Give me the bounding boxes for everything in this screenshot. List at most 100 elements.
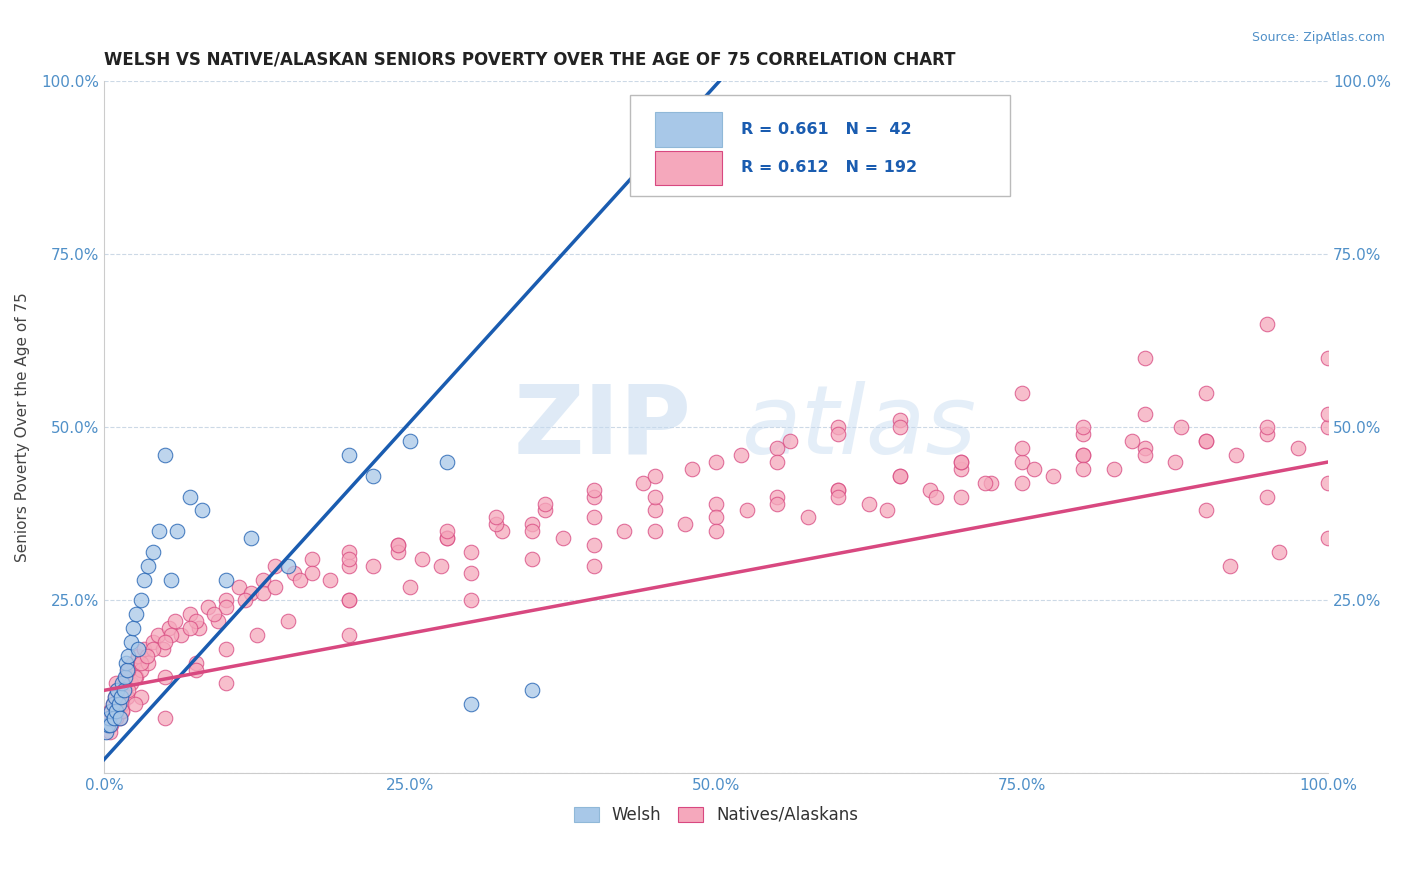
Point [112,676,135,690]
Point [704,496,727,510]
Point [827,427,849,442]
Point [491,524,513,539]
Point [582,558,605,573]
Point [460,566,482,580]
Point [460,593,482,607]
Point [551,531,574,545]
Point [111,704,134,718]
Legend: Welsh, Natives/Alaskans: Welsh, Natives/Alaskans [574,806,859,824]
Point [387,538,409,552]
Point [1071,448,1094,462]
Point [460,545,482,559]
Point [215,600,238,615]
Bar [655,112,723,147]
Point [1219,558,1241,573]
Point [337,628,360,642]
Point [337,448,360,462]
Point [103,711,125,725]
Point [107,697,129,711]
Point [1195,434,1218,449]
Point [1256,490,1278,504]
Point [920,483,942,497]
Point [100,704,122,718]
Point [107,683,129,698]
Point [1011,385,1033,400]
Point [252,586,274,600]
Point [644,524,666,539]
Point [1317,351,1340,366]
Point [153,711,176,725]
Point [644,490,666,504]
Y-axis label: Seniors Poverty Over the Age of 75: Seniors Poverty Over the Age of 75 [15,293,30,562]
Point [704,455,727,469]
Point [124,697,146,711]
Point [301,552,323,566]
Point [104,690,127,705]
Point [436,524,458,539]
Point [202,607,225,622]
Point [97,718,120,732]
Point [1042,468,1064,483]
Point [239,531,262,545]
Point [136,656,159,670]
Point [974,475,997,490]
Point [766,490,789,504]
Point [827,490,849,504]
Point [1024,462,1046,476]
Point [1317,475,1340,490]
Point [681,462,703,476]
Text: Source: ZipAtlas.com: Source: ZipAtlas.com [1251,31,1385,45]
Point [135,648,157,663]
Point [1071,448,1094,462]
Point [100,718,122,732]
Point [522,524,544,539]
Point [160,628,183,642]
Point [188,621,211,635]
Point [105,711,128,725]
Point [111,676,134,690]
Point [184,614,207,628]
Point [337,593,360,607]
Point [889,420,911,434]
Point [613,524,636,539]
Point [111,697,134,711]
Point [215,573,238,587]
Point [153,635,176,649]
Point [105,704,128,718]
Point [122,621,145,635]
Point [105,676,128,690]
Point [337,558,360,573]
Point [730,448,752,462]
Point [522,552,544,566]
Point [152,641,174,656]
Point [704,510,727,524]
Point [239,586,262,600]
Point [107,697,129,711]
Point [631,475,654,490]
Point [101,697,124,711]
Point [115,663,138,677]
Point [153,669,176,683]
Point [104,690,127,705]
Point [889,468,911,483]
Point [97,711,120,725]
Bar [655,151,723,186]
Point [179,607,201,622]
Point [485,517,508,532]
Point [105,704,128,718]
Point [179,621,201,635]
Point [337,545,360,559]
Point [361,468,384,483]
Point [533,503,555,517]
Point [160,573,183,587]
Point [460,697,482,711]
Point [215,641,238,656]
Point [264,580,287,594]
Point [120,676,142,690]
Point [644,468,666,483]
Point [1195,385,1218,400]
Point [228,580,250,594]
Point [399,434,422,449]
Point [858,496,880,510]
Point [142,641,165,656]
